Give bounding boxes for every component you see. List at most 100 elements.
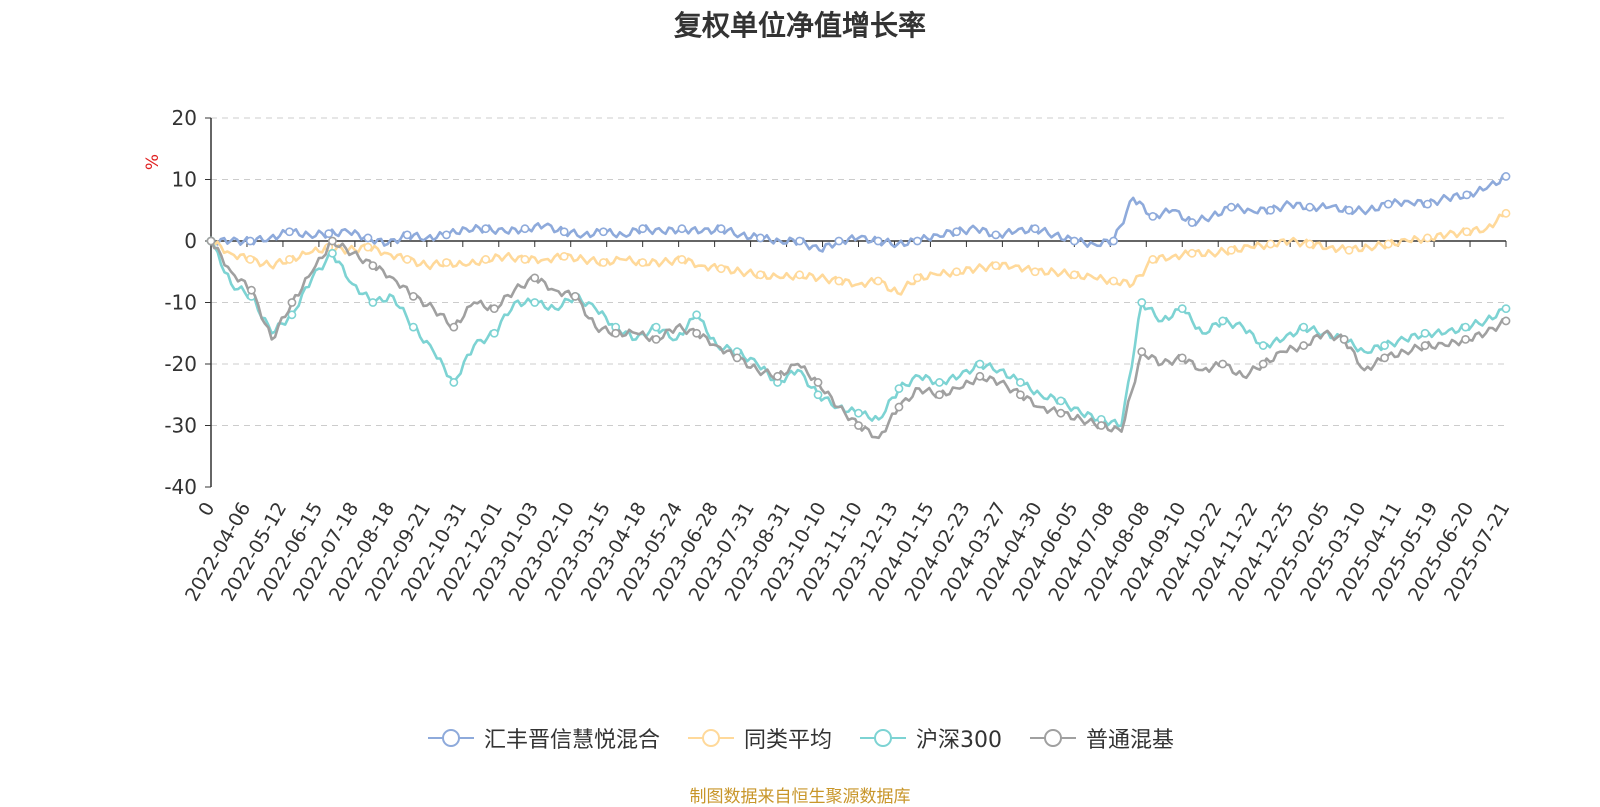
legend-item-hs300[interactable]: 沪深300 <box>858 722 1002 754</box>
data-point <box>1148 255 1158 264</box>
x-tick-label: 0 <box>194 499 219 520</box>
data-point <box>285 255 294 264</box>
data-point <box>935 378 944 387</box>
data-point <box>1187 218 1197 227</box>
data-point <box>402 230 412 240</box>
chart-title: 复权单位净值增长率 <box>673 9 926 42</box>
data-point <box>1501 304 1511 314</box>
data-point <box>692 310 702 320</box>
data-point <box>559 251 569 261</box>
legend-item-peer-average[interactable]: 同类平均 <box>686 722 832 754</box>
data-point <box>1420 328 1430 338</box>
data-point <box>489 328 499 338</box>
data-point <box>1015 378 1025 387</box>
data-point <box>402 255 412 264</box>
data-point <box>442 258 451 267</box>
data-point <box>813 378 823 387</box>
data-point <box>1218 316 1228 326</box>
data-point <box>408 322 418 332</box>
data-point <box>449 378 459 387</box>
legend-item-fund[interactable]: 汇丰晋信慧悦混合 <box>426 722 660 754</box>
legend-marker-icon <box>1030 729 1076 747</box>
legend-label: 汇丰晋信慧悦混合 <box>483 728 660 753</box>
data-point <box>599 227 608 237</box>
data-point <box>1015 390 1025 400</box>
data-point <box>873 236 883 246</box>
series-lines <box>206 172 1511 440</box>
data-point <box>1339 334 1349 344</box>
data-point <box>894 384 904 393</box>
legend-label: 普通混基 <box>1086 728 1175 753</box>
data-point <box>813 390 823 400</box>
data-point <box>328 236 337 246</box>
data-point <box>1137 347 1147 357</box>
data-point <box>912 236 922 246</box>
data-point <box>368 298 378 307</box>
data-point <box>1030 267 1040 277</box>
data-point <box>755 233 765 243</box>
series-line <box>209 212 1507 296</box>
data-point <box>287 310 297 320</box>
data-point <box>324 229 334 239</box>
legend-label: 同类平均 <box>743 728 832 753</box>
data-point <box>481 224 491 234</box>
data-point <box>1423 199 1432 209</box>
data-point <box>1305 202 1315 212</box>
data-point <box>1226 245 1236 255</box>
series-line <box>209 240 1507 428</box>
data-point <box>991 230 1001 240</box>
data-point <box>1423 233 1432 243</box>
data-point <box>1383 239 1393 249</box>
data-point <box>530 273 540 283</box>
data-point <box>1461 322 1470 332</box>
legend-marker-icon <box>687 729 734 747</box>
data-point <box>247 285 256 295</box>
data-point <box>245 236 255 246</box>
data-point <box>952 227 962 237</box>
data-point <box>1462 190 1472 200</box>
data-point <box>489 304 499 314</box>
data-point <box>1137 298 1147 307</box>
legend-marker-icon <box>427 729 474 747</box>
data-point <box>481 255 491 264</box>
data-point <box>975 371 985 381</box>
data-point <box>1056 396 1066 406</box>
data-point <box>638 224 648 234</box>
data-point <box>442 230 451 240</box>
data-point <box>328 248 337 258</box>
data-point <box>1420 341 1430 350</box>
data-point <box>1258 341 1268 350</box>
data-point <box>1056 408 1066 418</box>
data-point <box>363 242 373 252</box>
data-point <box>773 371 782 381</box>
data-point <box>1030 224 1040 234</box>
data-point <box>1218 359 1228 369</box>
data-point <box>1344 245 1354 255</box>
data-point <box>894 402 904 412</box>
data-point <box>716 224 726 234</box>
data-point <box>1069 270 1079 280</box>
data-point <box>795 270 805 280</box>
data-point <box>408 291 418 301</box>
data-point <box>1226 202 1236 212</box>
data-point <box>1299 341 1309 350</box>
data-point <box>1258 359 1268 369</box>
legend-label: 沪深300 <box>916 728 1002 753</box>
data-point <box>206 236 216 246</box>
series-line <box>209 239 1507 440</box>
data-point <box>873 276 883 286</box>
y-tick-label: 0 <box>184 229 197 253</box>
data-point <box>1461 334 1470 344</box>
data-point <box>1069 236 1079 246</box>
data-point <box>363 233 373 243</box>
data-point <box>677 224 687 234</box>
data-point <box>716 264 726 274</box>
legend-item-mixed-fund[interactable]: 普通混基 <box>1028 722 1174 754</box>
data-point <box>530 298 540 307</box>
y-tick-label: -30 <box>164 414 197 438</box>
data-point <box>692 328 702 338</box>
data-point <box>520 255 530 264</box>
data-point <box>912 273 922 283</box>
data-point <box>1096 421 1106 430</box>
